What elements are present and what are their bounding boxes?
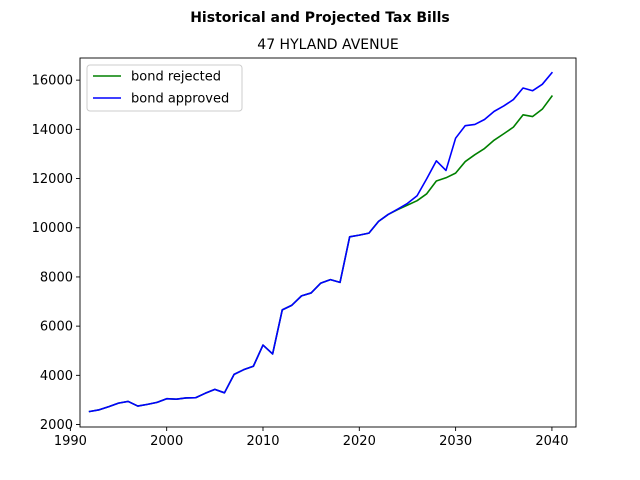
plot-area	[88, 71, 554, 413]
x-tick-label: 1990	[54, 434, 87, 449]
series-line-1	[88, 71, 554, 413]
axes-frame	[79, 57, 577, 428]
y-tick-label: 4000	[40, 369, 73, 384]
x-tick-label: 2030	[439, 434, 472, 449]
y-tick-label: 2000	[40, 418, 73, 433]
legend: bond rejected bond approved	[86, 64, 243, 112]
y-tick-label: 16000	[32, 74, 73, 89]
legend-label-0: bond rejected	[131, 70, 221, 85]
x-tick-label: 2010	[246, 434, 279, 449]
x-tick-label: 2020	[343, 434, 376, 449]
y-tick-label: 14000	[32, 123, 73, 138]
y-tick-label: 10000	[32, 221, 73, 236]
y-tick-label: 12000	[32, 172, 73, 187]
y-tick-label: 6000	[40, 320, 73, 335]
x-tick-label: 2000	[150, 434, 183, 449]
series-line-0	[88, 95, 554, 413]
figure-suptitle: Historical and Projected Tax Bills	[190, 10, 450, 26]
x-tick-label: 2040	[535, 434, 568, 449]
legend-label-1: bond approved	[131, 92, 229, 107]
axes: 1990 2000 2010 2020 2030 20402000400060008000…	[32, 57, 577, 449]
chart-title: 47 HYLAND AVENUE	[257, 37, 398, 53]
legend-box	[86, 64, 243, 112]
y-tick-label: 8000	[40, 270, 73, 285]
